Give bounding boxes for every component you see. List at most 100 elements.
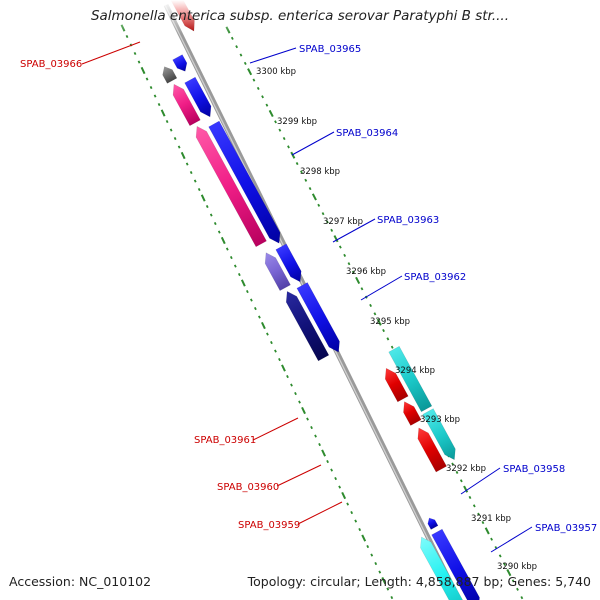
right-tick-row-tick [308, 187, 312, 191]
scale-label-3292: 3292 kbp [446, 464, 486, 474]
right-tick-row-tick [278, 128, 282, 132]
right-tick-row-tick [282, 136, 286, 141]
left-tick-row-tick [378, 570, 382, 574]
gene-label-spab-03959[interactable]: SPAB_03959 [238, 520, 300, 531]
scale-label-3291: 3291 kbp [471, 514, 511, 524]
scale-label-3296: 3296 kbp [346, 267, 386, 277]
scale-label-3293: 3293 kbp [420, 415, 460, 425]
left-tick-row-tick [237, 272, 241, 277]
right-tick-row-tick [472, 504, 476, 508]
gene-label-spab-03957[interactable]: SPAB_03957 [535, 523, 597, 534]
gene-spab-03959-a-shape [417, 427, 447, 473]
right-tick-row-tick [300, 170, 303, 174]
gene-spab-03965-a-shape [172, 54, 188, 72]
right-tick-row-tick [265, 103, 269, 107]
gene-label-spab-03963[interactable]: SPAB_03963 [377, 215, 439, 226]
gene-spab-03965-shape [184, 76, 212, 118]
right-tick-row-tick [511, 579, 515, 583]
gene-spab-03958-a [427, 517, 439, 530]
scale-label-3297: 3297 kbp [323, 217, 363, 227]
left-tick-row-tick [346, 502, 350, 506]
left-tick-row-tick [209, 213, 213, 217]
gene-label-spab-03966[interactable]: SPAB_03966 [20, 59, 82, 70]
gene-labels: SPAB_03966 SPAB_03965 SPAB_03964 SPAB_03… [20, 44, 597, 534]
right-tick-row-tick [243, 61, 247, 65]
right-tick-row-tick [235, 45, 239, 49]
left-tick-row-tick [290, 383, 293, 387]
label-leaders [81, 41, 533, 553]
left-tick-row-tick [361, 534, 367, 542]
scale-labels: 3300 kbp 3299 kbp 3298 kbp 3297 kbp 3296… [256, 67, 537, 572]
gene-spab-03958-shape [431, 528, 480, 600]
gene-spab-03963-b [264, 252, 291, 292]
right-tick-row-tick [347, 262, 351, 266]
left-tick-row-tick [298, 400, 301, 404]
left-tick-row-tick [200, 194, 206, 202]
right-tick-row-tick [369, 303, 372, 308]
right-tick-row-tick [484, 527, 490, 535]
right-tick-row-tick [311, 193, 317, 201]
left-tick-row-tick [217, 230, 221, 234]
left-tick-row-tick [153, 94, 157, 98]
right-tick-row-tick [295, 161, 299, 166]
right-tick-row-tick [287, 145, 290, 149]
right-tick-row-tick [338, 245, 342, 249]
gene-features [162, 0, 480, 600]
left-tick-row-tick [370, 553, 374, 557]
leader-line-3 [332, 218, 376, 243]
gene-spab-03960-shape [422, 408, 456, 461]
left-tick-row-tick [350, 510, 354, 515]
right-tick-row-tick [343, 253, 347, 257]
right-tick-row-tick [274, 120, 277, 124]
right-tick-row-tick [373, 312, 377, 316]
gene-label-spab-03961[interactable]: SPAB_03961 [194, 435, 256, 446]
leader-line-8 [460, 467, 501, 495]
gene-label-spab-03964[interactable]: SPAB_03964 [336, 128, 398, 139]
left-tick-row-tick [294, 391, 297, 396]
left-tick-row-tick [318, 442, 321, 447]
left-tick-row-tick [338, 485, 342, 489]
right-tick-row-tick [252, 78, 256, 82]
right-tick-row-tick [317, 203, 321, 207]
gene-spab-03959-a [417, 427, 447, 473]
gene-spab-03963 [275, 243, 302, 283]
right-tick-row-tick [520, 596, 524, 600]
left-tick-row-tick [229, 255, 233, 260]
right-tick-row-tick [455, 470, 459, 475]
left-tick-row-tick [220, 236, 226, 245]
left-tick-row-tick [341, 491, 347, 500]
gene-spab-03963-b-shape [264, 252, 291, 292]
gene-spab-03965 [184, 76, 212, 118]
right-tick-row-tick [256, 86, 260, 91]
right-tick-row-tick [506, 569, 512, 577]
left-tick-row-tick [358, 527, 362, 532]
leader-line-6 [276, 464, 322, 487]
gene-label-spab-03958[interactable]: SPAB_03958 [503, 464, 565, 475]
left-tick-row-tick [321, 449, 326, 457]
left-tick-row-tick [180, 151, 186, 160]
gene-label-spab-03962[interactable]: SPAB_03962 [404, 272, 466, 283]
left-tick-row-tick [125, 34, 129, 39]
gene-spab-03964-shape [208, 120, 281, 244]
gene-spab-03963-shape [275, 243, 302, 283]
right-tick-row-tick [481, 520, 485, 525]
gene-spab-03960-a [403, 401, 422, 426]
leader-line-1 [249, 47, 297, 64]
right-tick-row-tick [351, 270, 355, 274]
left-tick-row-tick [250, 298, 253, 302]
left-tick-row-tick [245, 289, 249, 294]
gene-label-spab-03965[interactable]: SPAB_03965 [299, 44, 361, 55]
left-tick-row-tick [149, 85, 153, 90]
gene-spab-03958 [431, 528, 480, 600]
gene-spab-03964-b-shape [195, 125, 267, 248]
left-tick-row-tick [281, 364, 286, 372]
gene-label-spab-03960[interactable]: SPAB_03960 [217, 482, 279, 493]
right-tick-row-tick [321, 212, 325, 216]
left-tick-row-tick [189, 170, 193, 175]
left-tick-row-tick [381, 576, 387, 585]
gene-spab-03962-shape [296, 282, 340, 353]
left-tick-row-tick [386, 587, 390, 591]
right-tick-row-tick [468, 495, 472, 500]
right-tick-row-tick [451, 462, 455, 466]
left-tick-row-tick [160, 109, 166, 117]
